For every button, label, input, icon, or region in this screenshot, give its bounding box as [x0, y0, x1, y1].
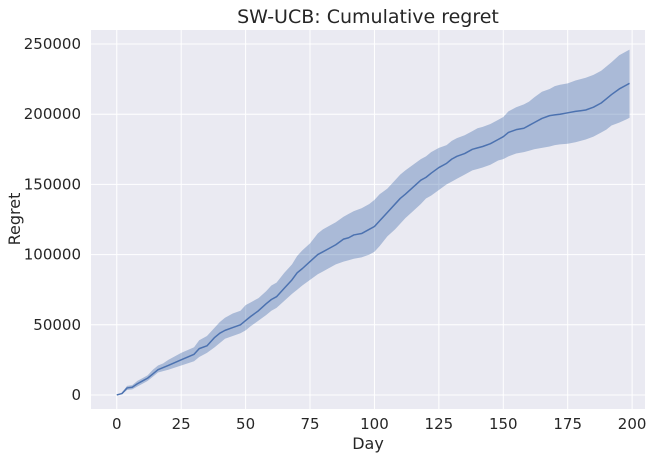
x-tick-label: 100 [360, 415, 389, 433]
y-tick-label: 0 [71, 386, 81, 404]
regret-line-group [116, 82, 630, 396]
regret-line [116, 82, 630, 396]
y-tick-label: 150000 [24, 175, 81, 193]
x-axis-label: Day [352, 434, 384, 453]
y-axis-label: Regret [5, 193, 24, 246]
x-tick-label: 0 [112, 415, 122, 433]
y-tick-labels: 0 50000 100000 150000 200000 250000 [24, 35, 81, 404]
x-tick-label: 125 [425, 415, 454, 433]
confidence-band [116, 49, 630, 395]
x-tick-label: 150 [489, 415, 518, 433]
y-tick-label: 50000 [33, 316, 81, 334]
confidence-band-group [116, 49, 630, 395]
x-tick-label: 50 [236, 415, 255, 433]
x-tick-label: 75 [300, 415, 319, 433]
chart-title: SW-UCB: Cumulative regret [237, 6, 499, 28]
y-tick-label: 200000 [24, 105, 81, 123]
x-tick-label: 175 [553, 415, 582, 433]
plot-background [91, 30, 645, 409]
x-tick-labels: 0 25 50 75 100 125 150 175 200 [112, 415, 646, 433]
y-tick-label: 250000 [24, 35, 81, 53]
x-tick-label: 25 [172, 415, 191, 433]
x-tick-label: 200 [618, 415, 647, 433]
y-tick-label: 100000 [24, 246, 81, 264]
grid [91, 30, 645, 409]
